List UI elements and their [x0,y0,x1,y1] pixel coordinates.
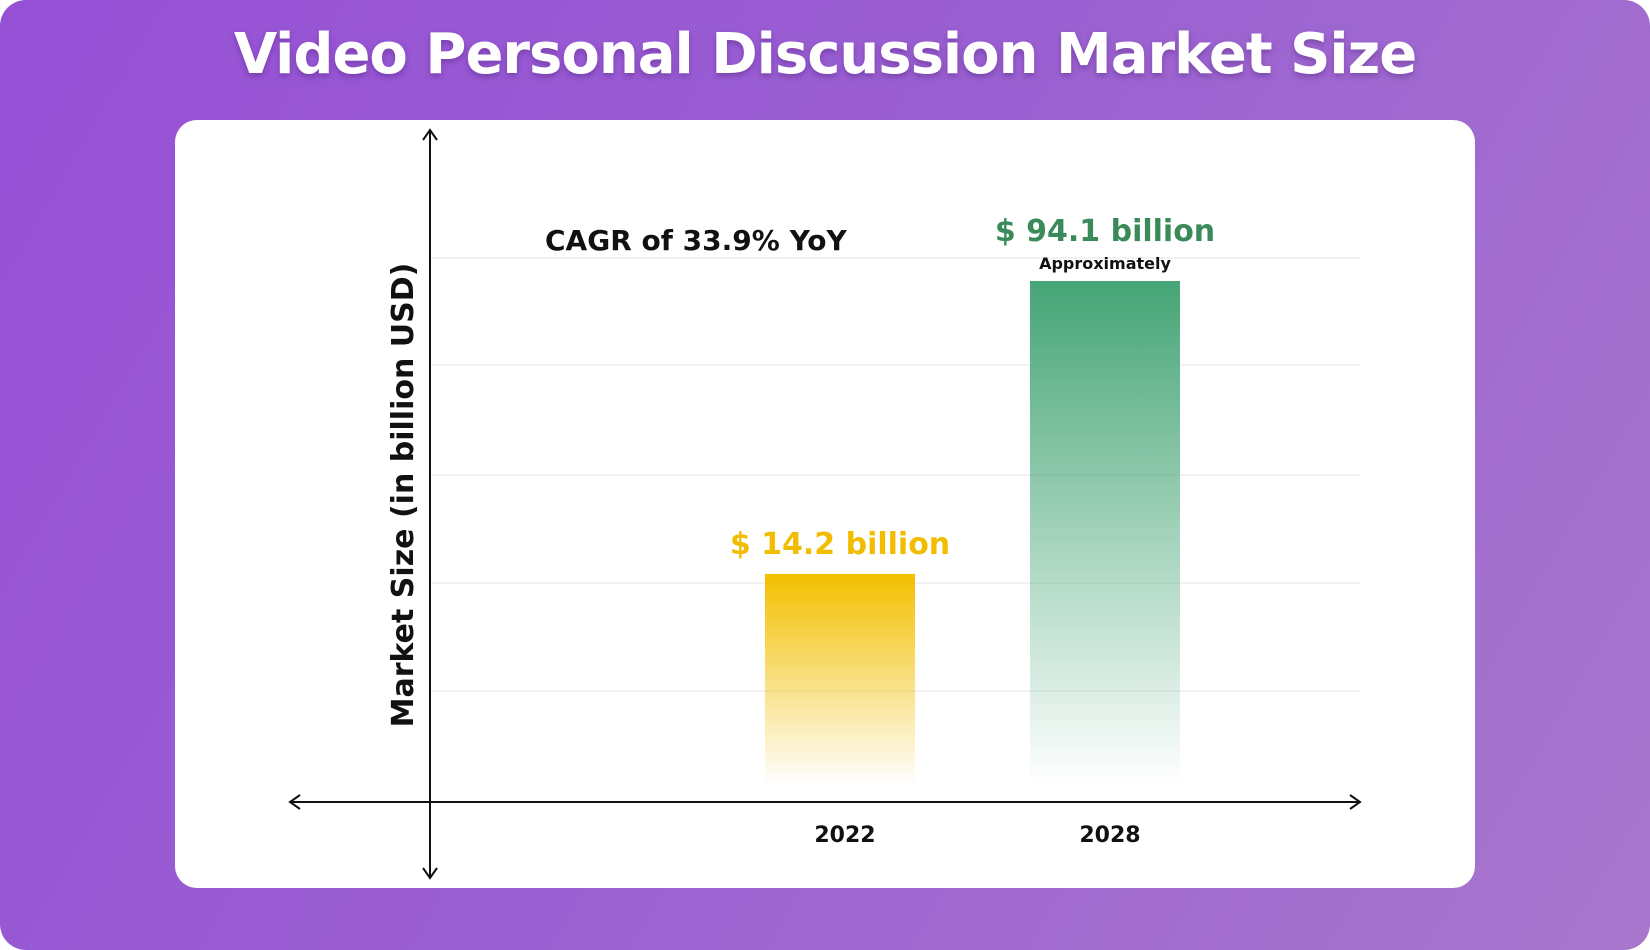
y-axis-arrow-bottom [422,867,438,880]
bar-chart: Market Size (in billion USD) CAGR of 33.9… [288,128,1362,880]
chart-title: Video Personal Discussion Market Size [233,22,1417,87]
x-axis-arrow-right [1349,794,1362,810]
x-tick-label-2022: 2022 [814,823,875,848]
bar-2022 [765,573,915,786]
x-axis-arrow-left [288,794,301,810]
y-axis-arrow-top [422,128,438,141]
bar-2028 [1030,281,1180,786]
value-label-2022: $ 14.2 billion [730,527,950,562]
x-tick-label-2028: 2028 [1079,823,1140,848]
value-sublabel-2028: Approximately [1039,254,1171,273]
y-axis-label: Market Size (in billion USD) [386,263,421,728]
value-label-2028: $ 94.1 billion [995,214,1215,249]
cagr-annotation: CAGR of 33.9% YoY [545,224,848,257]
chart-card: Market Size (in billion USD) CAGR of 33.9… [175,120,1475,888]
